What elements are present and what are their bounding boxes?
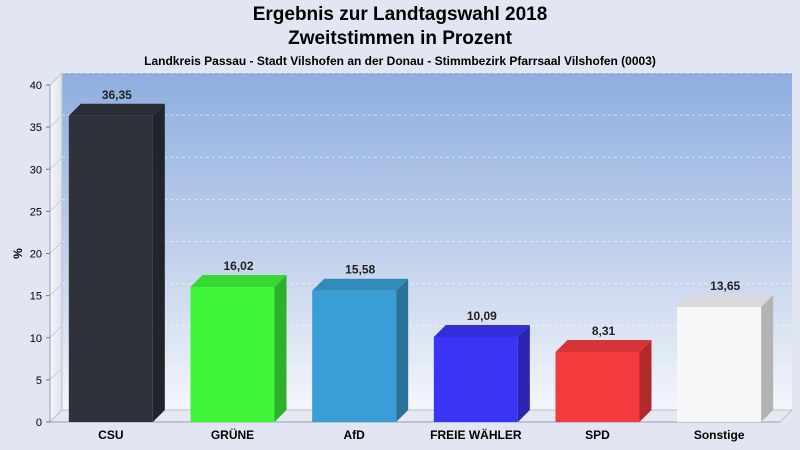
bar-top <box>68 103 165 116</box>
y-tick-label: 35 <box>30 122 42 134</box>
bar-group: 16,02 GRÜNE <box>190 259 287 442</box>
data-label: 8,31 <box>592 324 616 338</box>
bar <box>555 351 640 422</box>
data-label: 10,09 <box>467 309 497 323</box>
bar-side <box>639 339 652 422</box>
gridline-side <box>49 241 63 254</box>
chart-title: Ergebnis zur Landtagswahl 2018 <box>252 4 548 25</box>
bar-top <box>312 278 409 291</box>
y-axis-label: % <box>11 248 25 259</box>
gridline-side <box>49 156 63 170</box>
bar-top <box>433 324 530 337</box>
bar <box>433 336 518 422</box>
y-tick-label: 5 <box>36 375 42 387</box>
bar-group: 13,65 Sonstige <box>677 279 774 442</box>
gridline-side <box>49 199 63 212</box>
y-tick-label: 0 <box>36 417 42 429</box>
bar-group: 36,35 CSU <box>68 88 165 442</box>
x-tick-label: FREIE WÄHLER <box>430 427 522 442</box>
gridline-side <box>49 114 63 128</box>
gridline-side <box>49 325 63 339</box>
bar-side <box>274 275 287 422</box>
chart-subtitle: Landkreis Passau - Stadt Vilshofen an de… <box>144 54 656 68</box>
gridline-side <box>49 283 63 296</box>
data-label: 13,65 <box>710 279 740 293</box>
bar-group: 15,58 AfD <box>312 263 409 442</box>
bar-top <box>555 339 652 352</box>
bar <box>677 306 762 422</box>
bar-side <box>761 294 774 422</box>
bar <box>68 115 153 422</box>
bar-side <box>396 278 409 422</box>
x-tick-label: SPD <box>585 428 610 442</box>
data-label: 36,35 <box>102 88 132 102</box>
y-tick-label: 15 <box>30 291 42 303</box>
bar <box>312 290 397 422</box>
bar-group: 10,09 FREIE WÄHLER <box>430 309 530 442</box>
y-tick-label: 40 <box>30 80 42 92</box>
y-tick-label: 10 <box>30 333 42 345</box>
x-tick-label: CSU <box>98 428 123 442</box>
chart-subtitle-line: Zweitstimmen in Prozent <box>288 28 512 49</box>
data-label: 15,58 <box>345 263 375 277</box>
x-tick-label: GRÜNE <box>211 427 254 442</box>
bar-group: 8,31 SPD <box>555 324 652 442</box>
bar <box>190 287 275 422</box>
y-tick-label: 30 <box>30 164 42 176</box>
y-tick-label: 25 <box>30 206 42 218</box>
bar-side <box>152 103 165 422</box>
gridline-side <box>49 367 63 381</box>
x-tick-label: Sonstige <box>694 428 745 442</box>
bar-top <box>677 294 774 307</box>
bar-top <box>190 275 287 288</box>
bar-side <box>517 324 530 422</box>
gridline-side <box>49 72 63 86</box>
data-label: 16,02 <box>223 259 253 273</box>
y-tick-label: 20 <box>30 249 42 261</box>
x-tick-label: AfD <box>344 428 366 442</box>
